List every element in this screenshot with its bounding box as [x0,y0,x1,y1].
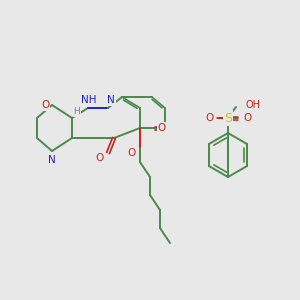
Text: O: O [205,113,213,123]
Text: O: O [128,148,136,158]
Text: O: O [41,100,49,110]
Text: NH: NH [81,95,97,105]
Text: O: O [243,113,251,123]
Text: S: S [224,112,232,124]
Text: H: H [74,107,80,116]
Text: OH: OH [246,100,261,110]
Text: O: O [158,123,166,133]
Text: N: N [48,155,56,165]
Text: N: N [107,95,115,105]
Text: O: O [96,153,104,163]
